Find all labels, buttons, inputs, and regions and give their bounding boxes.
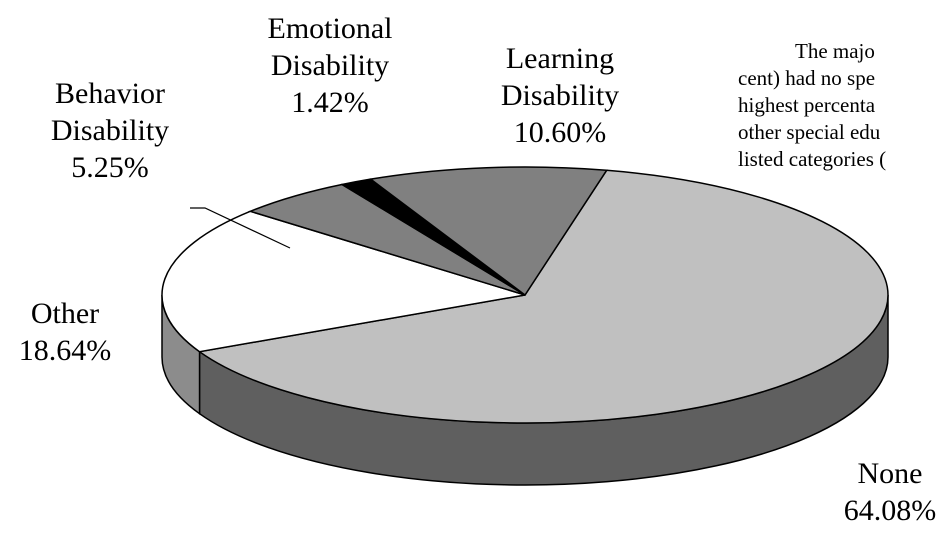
value-label: 10.60% <box>513 116 607 149</box>
category-name: Behavior Disability <box>50 77 170 147</box>
slice-label: None 64.08% <box>830 455 948 529</box>
pie-slice <box>368 166 608 297</box>
slice-label: Behavior Disability 5.25% <box>25 75 195 186</box>
slice-label: Learning Disability 10.60% <box>475 40 645 151</box>
value-label: 64.08% <box>843 494 937 527</box>
value-label: 5.25% <box>71 151 149 184</box>
slice-label: Other 18.64% <box>0 295 140 369</box>
leader-line <box>190 207 291 249</box>
slice-label: Emotional Disability 1.42% <box>240 10 420 121</box>
category-name: Emotional Disability <box>267 12 393 82</box>
paragraph-line: other special edu <box>738 120 881 144</box>
paragraph-line: highest percenta <box>738 93 876 117</box>
category-name: None <box>857 457 923 490</box>
value-label: 18.64% <box>18 334 112 367</box>
pie-slice <box>161 210 526 353</box>
pie-slice <box>197 169 889 424</box>
paragraph-line: The majo <box>795 39 875 63</box>
value-label: 1.42% <box>291 86 369 119</box>
paragraph-line: listed categories ( <box>738 147 887 171</box>
category-name: Other <box>30 297 100 330</box>
category-name: Learning Disability <box>500 42 620 112</box>
paragraph-line: cent) had no spe <box>738 66 876 90</box>
